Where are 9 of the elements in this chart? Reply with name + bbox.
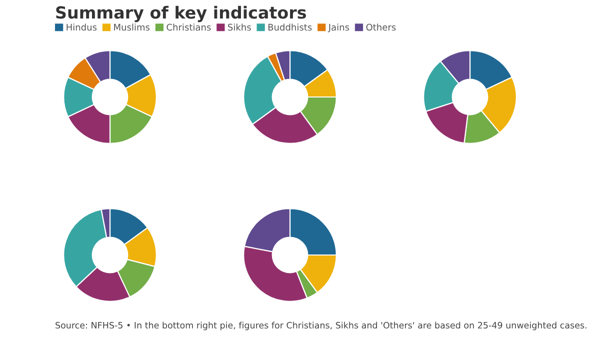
legend-label: Muslims [114, 24, 150, 31]
source-note: Source: NFHS-5 • In the bottom right pie, figures for Christians, Sikhs and 'Others' are based on 25-49 unweighted cases. [56, 322, 586, 330]
legend-label: Hindus [66, 24, 97, 31]
legend-label: Christians [166, 24, 211, 31]
legend-label: Sikhs [228, 24, 251, 31]
legend-label: Jains [328, 24, 350, 32]
legend-label: Others [366, 24, 396, 31]
chart-title: Summary of key indicators [56, 6, 306, 22]
legend-label: Buddhists [268, 24, 312, 31]
